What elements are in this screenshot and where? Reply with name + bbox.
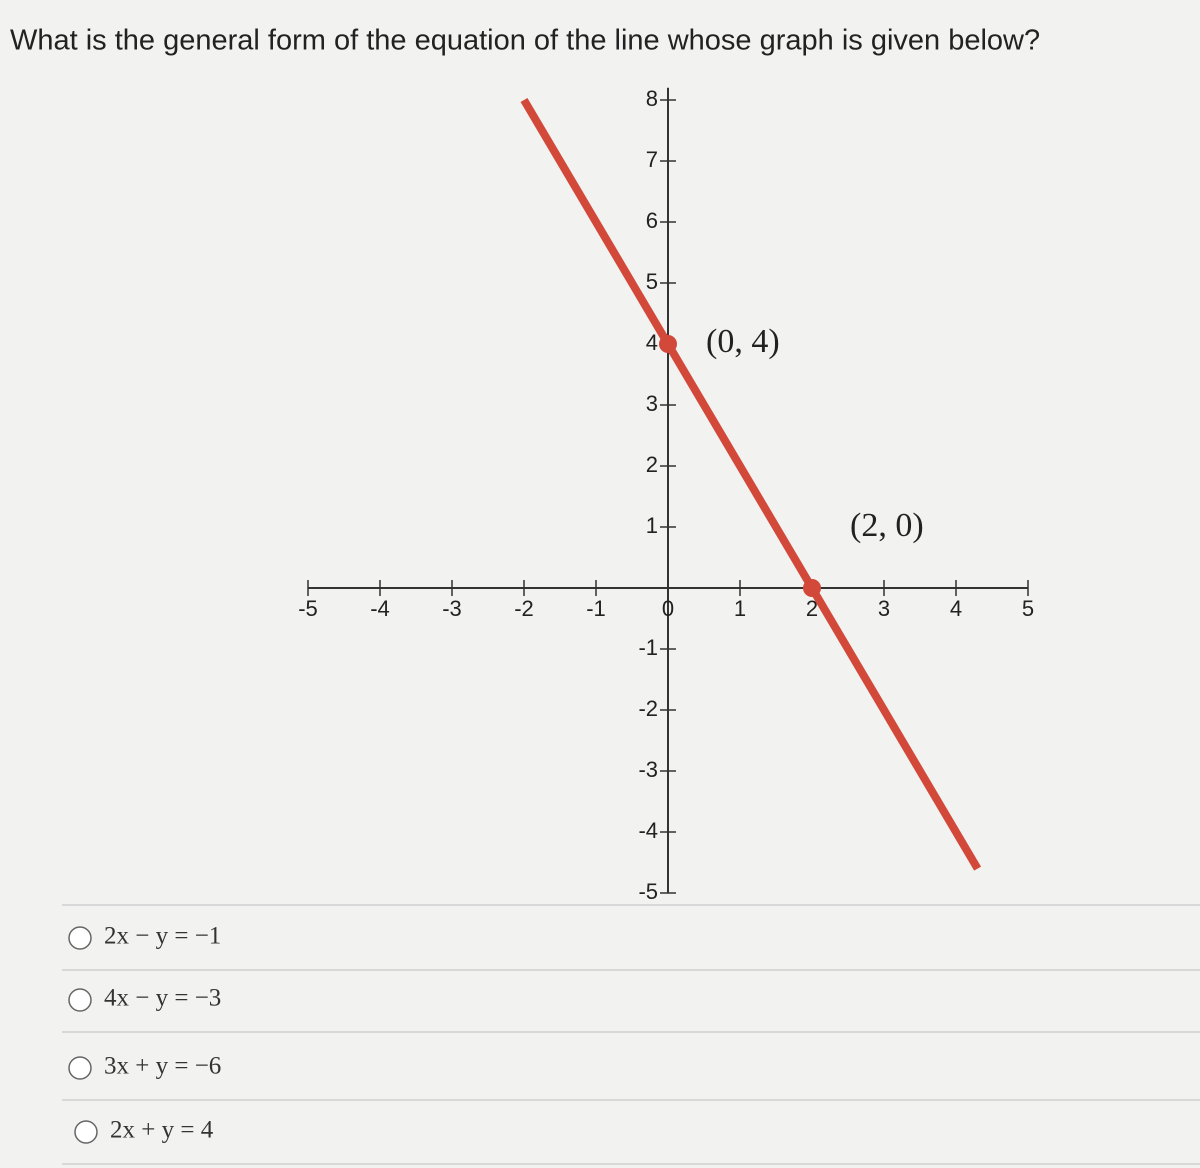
- y-tick-label: 2: [646, 452, 658, 477]
- y-tick-label: 1: [646, 513, 658, 538]
- y-tick-label: 3: [646, 391, 658, 416]
- x-tick-label: 0: [662, 596, 674, 621]
- x-tick-label: -2: [514, 596, 534, 621]
- point: [803, 579, 821, 597]
- x-tick-label: -3: [442, 596, 462, 621]
- y-tick-label: 8: [646, 86, 658, 111]
- y-tick-label: -3: [638, 757, 658, 782]
- option-label[interactable]: 3x + y = −6: [104, 1053, 221, 1080]
- radio-button[interactable]: [68, 1056, 92, 1080]
- option-label[interactable]: 2x − y = −1: [104, 923, 221, 950]
- point-label: (0, 4): [706, 323, 780, 360]
- y-tick-label: -1: [638, 635, 658, 660]
- y-tick-label: 5: [646, 269, 658, 294]
- x-tick-label: 4: [950, 596, 962, 621]
- x-tick-label: 1: [734, 596, 746, 621]
- x-tick-label: -5: [298, 596, 318, 621]
- options: 2x − y = −1 4x − y = −3 3x + y = −6 2x + y …: [62, 904, 1200, 1165]
- y-tick-label: -2: [638, 696, 658, 721]
- y-tick-label: -4: [638, 818, 658, 843]
- x-tick-label: -1: [586, 596, 606, 621]
- radio-button[interactable]: [74, 1120, 98, 1144]
- y-tick-label: 4: [646, 330, 658, 355]
- x-tick-label: 5: [1022, 596, 1034, 621]
- y-tick-label: 6: [646, 208, 658, 233]
- graph-line: [520, 97, 982, 871]
- x-tick-label: 3: [878, 596, 890, 621]
- radio-button[interactable]: [68, 988, 92, 1012]
- y-tick-label: -5: [638, 879, 658, 904]
- point-label: (2, 0): [850, 507, 924, 544]
- x-tick-label: 2: [806, 596, 818, 621]
- option-label[interactable]: 2x + y = 4: [110, 1117, 214, 1144]
- question: What is the general form of the equation…: [10, 25, 1040, 57]
- y-tick-label: 7: [646, 147, 658, 172]
- x-tick-label: -4: [370, 596, 390, 621]
- option-label[interactable]: 4x − y = −3: [104, 985, 221, 1012]
- point: [659, 335, 677, 353]
- radio-button[interactable]: [68, 926, 92, 950]
